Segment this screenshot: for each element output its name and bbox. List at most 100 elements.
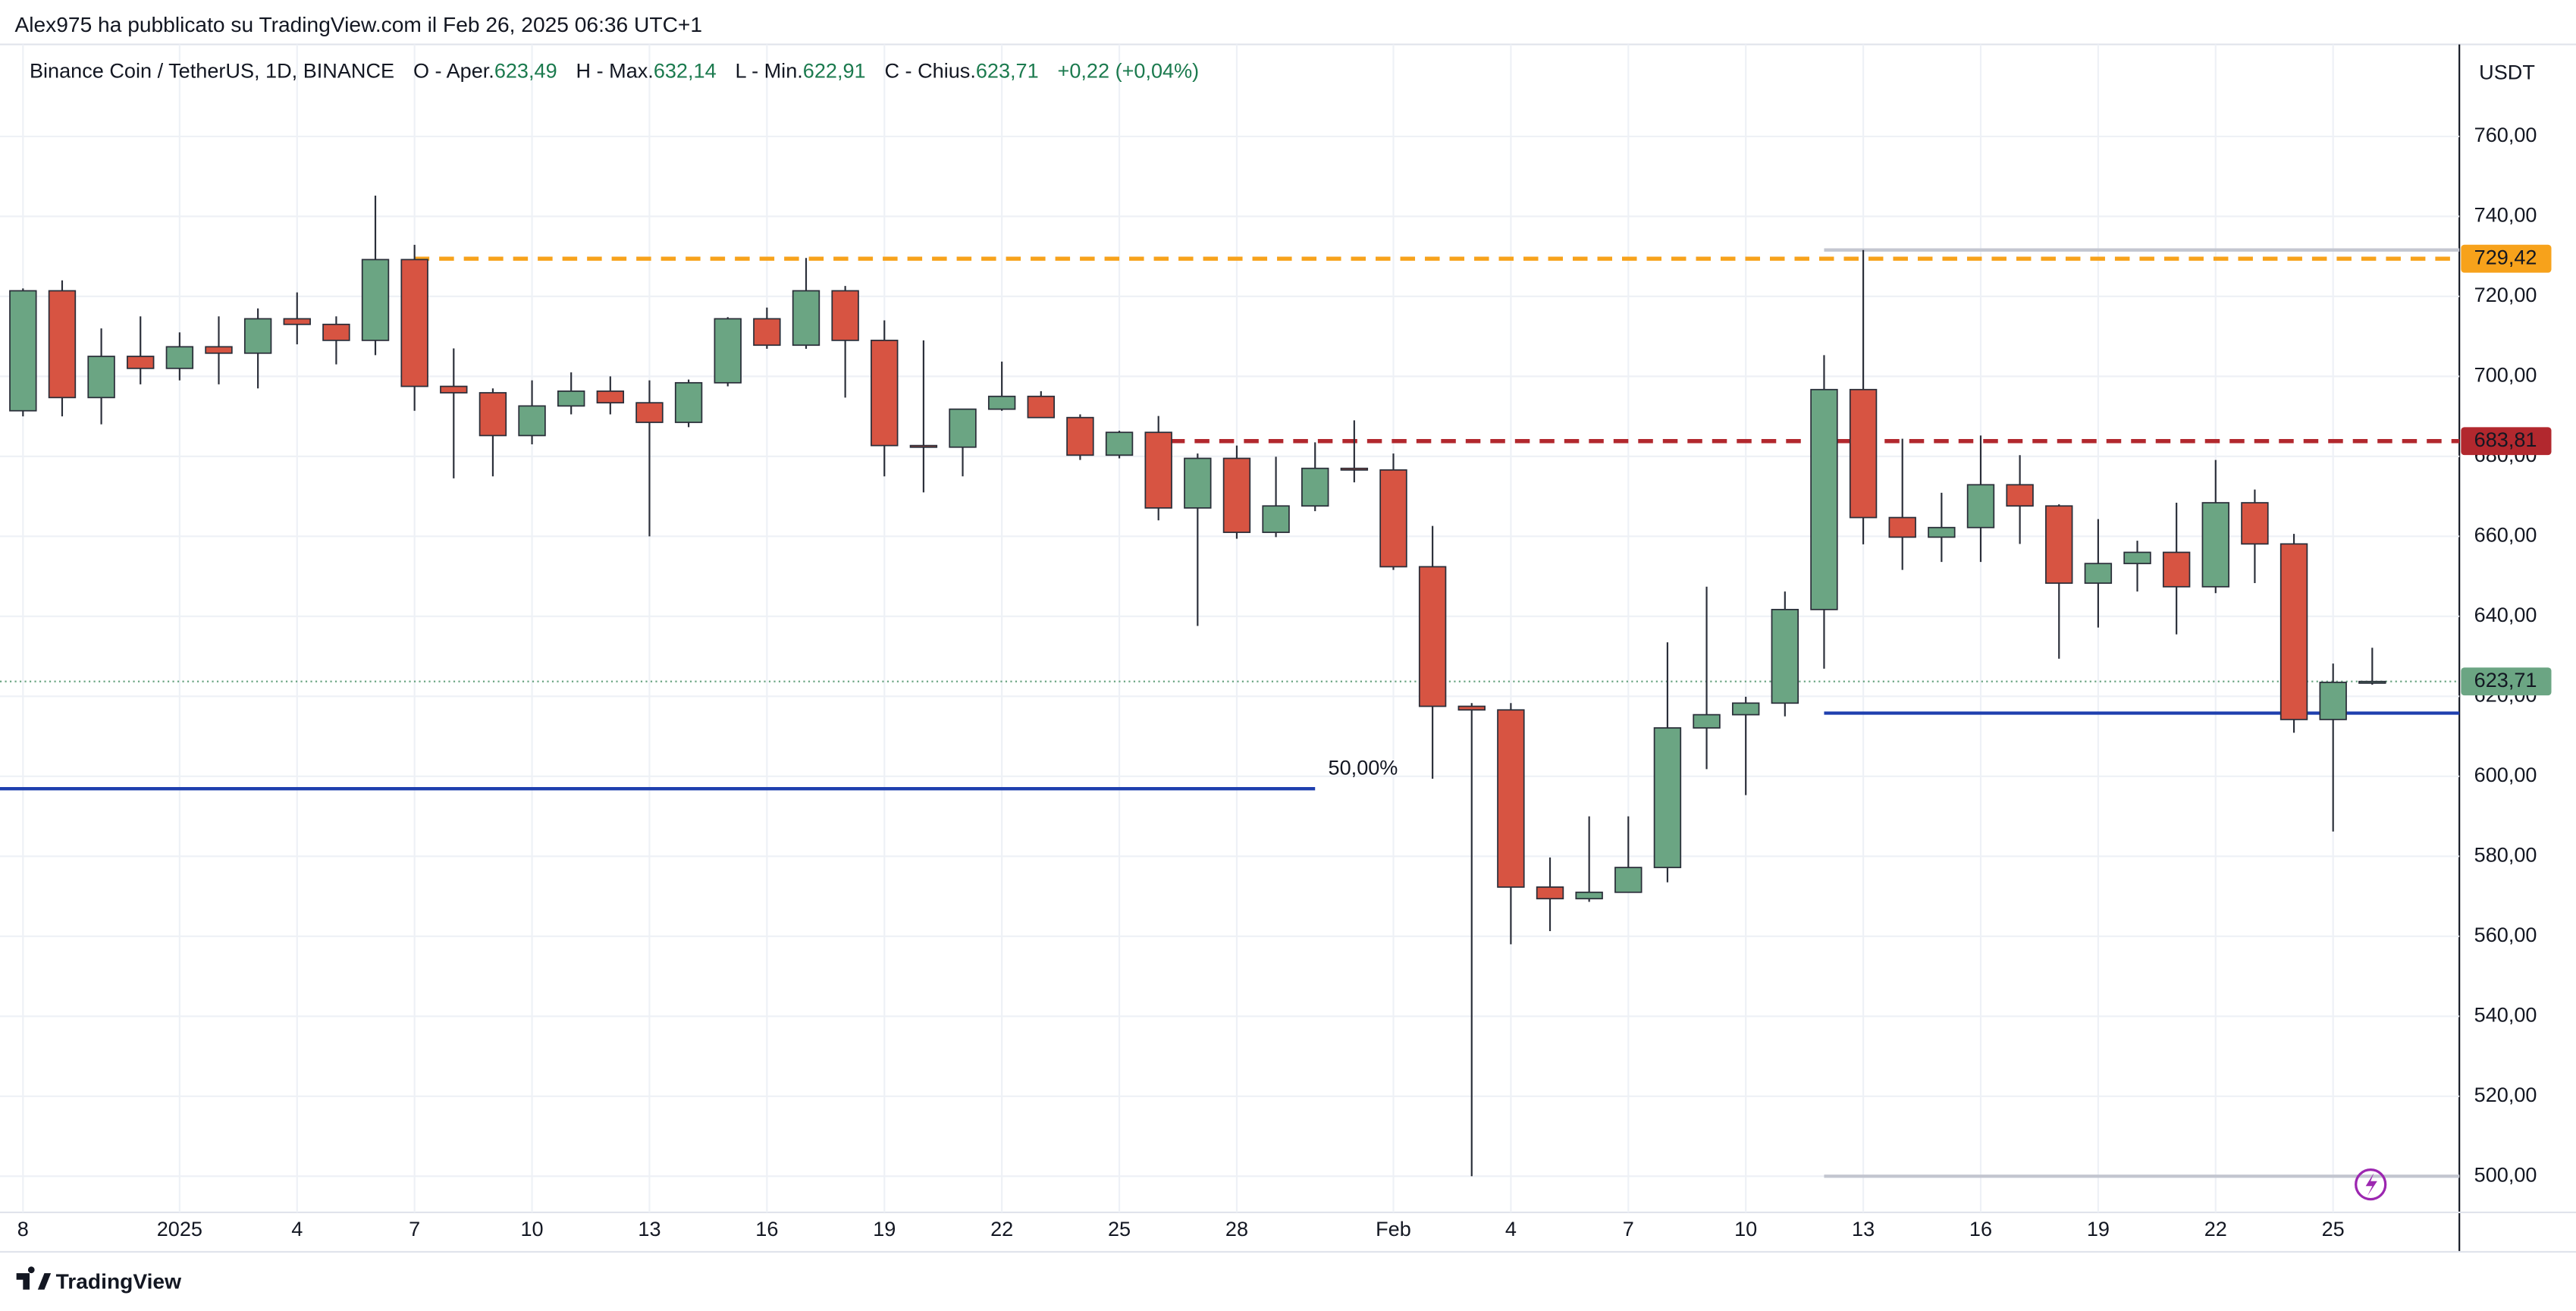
candle-body bbox=[2201, 502, 2229, 588]
y-tick-label: 700,00 bbox=[2474, 363, 2537, 387]
x-tick-label: 25 bbox=[2322, 1217, 2345, 1240]
x-tick-label: 4 bbox=[1505, 1217, 1517, 1240]
legend-label: L - Min. bbox=[736, 59, 803, 83]
candle-body bbox=[1536, 886, 1564, 900]
legend-symbol: Binance Coin / TetherUS, 1D, BINANCE bbox=[30, 59, 394, 83]
x-tick-label: 16 bbox=[1969, 1217, 1992, 1240]
candle-body bbox=[1222, 457, 1251, 533]
candle-body bbox=[1888, 516, 1916, 538]
x-tick-label: 13 bbox=[638, 1217, 660, 1240]
candle-body bbox=[2241, 502, 2269, 545]
candle-body bbox=[2045, 505, 2073, 584]
price-label-box bbox=[2461, 667, 2552, 696]
candle-body bbox=[48, 290, 77, 399]
candle-body bbox=[1810, 388, 1838, 610]
legend: Binance Coin / TetherUS, 1D, BINANCE O -… bbox=[30, 59, 1199, 83]
y-tick-label: 760,00 bbox=[2474, 123, 2537, 146]
line-label: 50,00% bbox=[1329, 755, 1398, 779]
candle-body bbox=[1144, 431, 1172, 509]
candle-body bbox=[1066, 416, 1094, 456]
candle-body bbox=[1418, 566, 1447, 707]
candle-body bbox=[205, 346, 233, 354]
axes: 500,00520,00540,00560,00580,00600,00620,… bbox=[17, 123, 2552, 1240]
x-tick-label: 2025 bbox=[157, 1217, 202, 1240]
x-tick-label: 16 bbox=[755, 1217, 778, 1240]
candle-body bbox=[127, 356, 155, 369]
chart-title: Alex975 ha pubblicato su TradingView.com… bbox=[14, 13, 702, 36]
x-tick-label: 19 bbox=[873, 1217, 896, 1240]
alert-bolt[interactable] bbox=[2365, 1172, 2377, 1197]
x-tick-label: 7 bbox=[409, 1217, 420, 1240]
y-tick-label: 580,00 bbox=[2474, 842, 2537, 866]
y-tick-label: 500,00 bbox=[2474, 1162, 2537, 1186]
candle-body bbox=[596, 390, 625, 404]
candle-body bbox=[1184, 457, 1212, 509]
x-tick-label: 13 bbox=[1852, 1217, 1875, 1240]
legend-label: H - Max. bbox=[576, 59, 654, 83]
brand-logo bbox=[16, 1266, 52, 1290]
legend-label: O - Aper. bbox=[413, 59, 494, 83]
candle-body bbox=[1457, 705, 1486, 711]
legend-value: 632,14 bbox=[654, 59, 717, 83]
candle-body bbox=[1731, 702, 1760, 716]
candle-body bbox=[87, 356, 115, 399]
candle-body bbox=[949, 408, 977, 448]
x-tick-label: 8 bbox=[17, 1217, 29, 1240]
candle-body bbox=[714, 318, 742, 384]
price-label: 683,81 bbox=[2474, 428, 2537, 451]
candle-body bbox=[792, 290, 820, 347]
candle-body bbox=[1027, 395, 1055, 419]
legend-value: 622,91 bbox=[803, 59, 866, 83]
candle-body bbox=[440, 385, 468, 394]
candle-body bbox=[557, 390, 585, 407]
legend-label: C - Chius. bbox=[884, 59, 975, 83]
candle-body bbox=[753, 318, 781, 347]
y-tick-label: 560,00 bbox=[2474, 923, 2537, 946]
candle-body bbox=[1928, 526, 1956, 538]
candle-body bbox=[243, 318, 272, 354]
candle-body bbox=[987, 395, 1016, 410]
candle-body bbox=[2006, 484, 2034, 507]
x-tick-label: 22 bbox=[2204, 1217, 2227, 1240]
candle-body bbox=[361, 259, 390, 341]
brand: TradingView bbox=[16, 1266, 181, 1294]
y-tick-label: 540,00 bbox=[2474, 1002, 2537, 1026]
legend-value: 623,49 bbox=[494, 59, 557, 83]
candle-body bbox=[871, 340, 899, 447]
candle-body bbox=[1966, 484, 1995, 528]
legend-change: +0,22 (+0,04%) bbox=[1058, 59, 1200, 83]
candles bbox=[9, 195, 2386, 1177]
alert-icon[interactable] bbox=[2355, 1168, 2387, 1201]
brand-name: TradingView bbox=[56, 1270, 181, 1294]
candle-body bbox=[1497, 709, 1525, 888]
candle-body bbox=[909, 444, 938, 448]
candle-body bbox=[674, 381, 703, 423]
x-tick-label: Feb bbox=[1376, 1217, 1411, 1240]
candle-body bbox=[9, 290, 37, 412]
candle-body bbox=[478, 392, 507, 437]
alert-circle[interactable] bbox=[2355, 1168, 2387, 1201]
drawings: 50,00% bbox=[0, 248, 2460, 1178]
x-tick-label: 4 bbox=[291, 1217, 303, 1240]
y-tick-label: 660,00 bbox=[2474, 523, 2537, 547]
y-tick-label: 600,00 bbox=[2474, 763, 2537, 786]
y-tick-label: 640,00 bbox=[2474, 603, 2537, 626]
candle-body bbox=[400, 259, 428, 387]
candle-body bbox=[2123, 551, 2151, 565]
y-tick-label: 720,00 bbox=[2474, 283, 2537, 306]
x-tick-label: 19 bbox=[2087, 1217, 2110, 1240]
candle-body bbox=[1340, 467, 1369, 471]
candle-body bbox=[165, 346, 194, 369]
x-tick-label: 28 bbox=[1225, 1217, 1248, 1240]
candle-body bbox=[1849, 388, 1878, 519]
candle-body bbox=[2279, 543, 2308, 720]
candle-body bbox=[1301, 467, 1329, 507]
candle-body bbox=[518, 405, 546, 437]
x-tick-label: 7 bbox=[1623, 1217, 1634, 1240]
candle-body bbox=[831, 290, 859, 341]
y-tick-label: 520,00 bbox=[2474, 1083, 2537, 1106]
x-tick-label: 10 bbox=[520, 1217, 543, 1240]
